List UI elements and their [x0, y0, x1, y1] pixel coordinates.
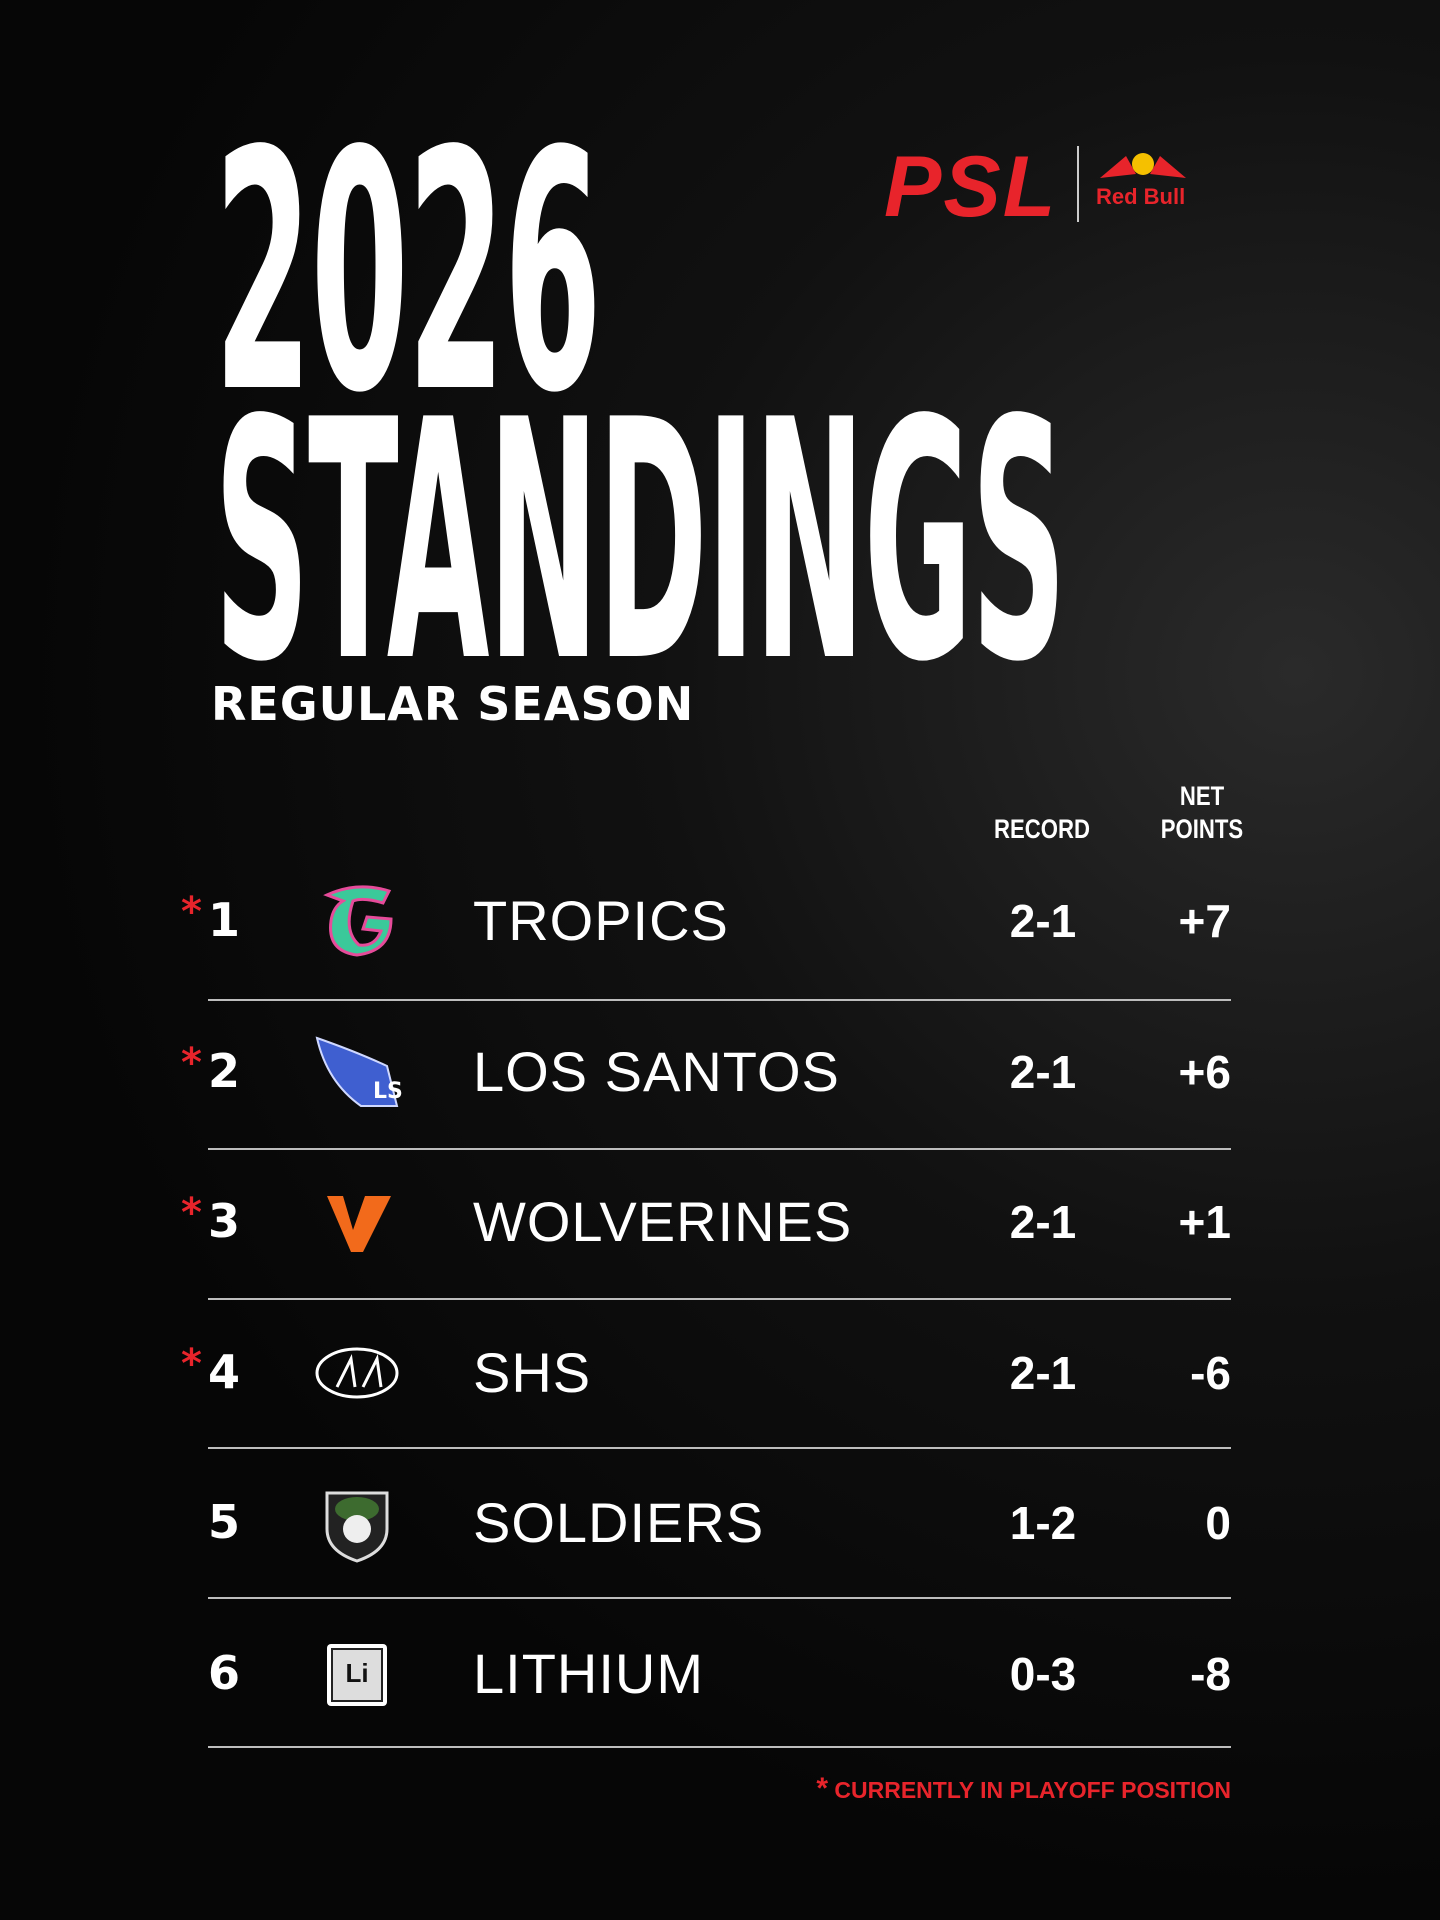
footnote-mark: * — [816, 1772, 829, 1805]
row-separator — [208, 1596, 1231, 1599]
team-name: SOLDIERS — [473, 1491, 765, 1555]
team-name: WOLVERINES — [473, 1190, 853, 1254]
logo-label: Li — [345, 1658, 369, 1688]
team-name: SHS — [473, 1340, 592, 1404]
team-logo — [323, 885, 393, 957]
row-separator — [208, 1746, 1231, 1748]
record: 1-2 — [1009, 1497, 1077, 1550]
record: 0-3 — [1009, 1648, 1077, 1700]
record: 2-1 — [1009, 1196, 1077, 1249]
svg-text:LS: LS — [373, 1079, 402, 1104]
row-separator — [208, 1148, 1231, 1151]
rank: 5 — [208, 1495, 241, 1550]
team-logo — [315, 1347, 399, 1399]
sponsor-logo: Red Bull — [1096, 184, 1186, 209]
sponsor-icon — [1100, 153, 1186, 178]
net-points: 0 — [1205, 1497, 1231, 1550]
row-separator — [208, 1297, 1231, 1300]
net-points: -6 — [1190, 1346, 1231, 1399]
team-logo — [327, 1196, 391, 1253]
title: 2026 — [214, 81, 602, 465]
playoff-mark: * — [181, 1340, 202, 1387]
column-header: NET POINTS — [1160, 781, 1244, 844]
brand-logo: PSL — [884, 139, 1058, 235]
record: 2-1 — [1009, 1045, 1077, 1098]
team-logo — [327, 1644, 387, 1706]
column-header: RECORD — [994, 814, 1090, 844]
divider — [1077, 146, 1079, 222]
record: 2-1 — [1009, 1346, 1077, 1399]
record: 2-1 — [1009, 895, 1077, 947]
playoff-mark: * — [181, 1039, 202, 1086]
team-name: TROPICS — [473, 889, 729, 952]
rank: 1 — [208, 893, 241, 947]
rank: 4 — [208, 1344, 241, 1399]
playoff-mark: * — [181, 889, 202, 935]
footnote: * CURRENTLY IN PLAYOFF POSITION — [816, 1772, 1231, 1806]
rank: 3 — [208, 1194, 241, 1249]
net-points: +7 — [1178, 895, 1231, 947]
team-logo — [325, 1491, 389, 1563]
footnote-text: CURRENTLY IN PLAYOFF POSITION — [834, 1777, 1231, 1803]
playoff-mark: * — [181, 1190, 202, 1237]
rank: 2 — [208, 1043, 241, 1098]
net-points: +6 — [1178, 1045, 1231, 1098]
net-points: +1 — [1178, 1196, 1231, 1249]
team-logo: LS — [315, 1036, 402, 1107]
row-separator — [208, 999, 1231, 1001]
net-points: -8 — [1190, 1648, 1231, 1700]
team-name: LITHIUM — [473, 1642, 704, 1705]
rank: 6 — [208, 1646, 241, 1700]
subtitle: REGULAR SEASON — [211, 677, 695, 731]
team-name: LOS SANTOS — [473, 1039, 840, 1103]
row-separator — [208, 1447, 1231, 1450]
title: STANDINGS — [214, 350, 1067, 734]
